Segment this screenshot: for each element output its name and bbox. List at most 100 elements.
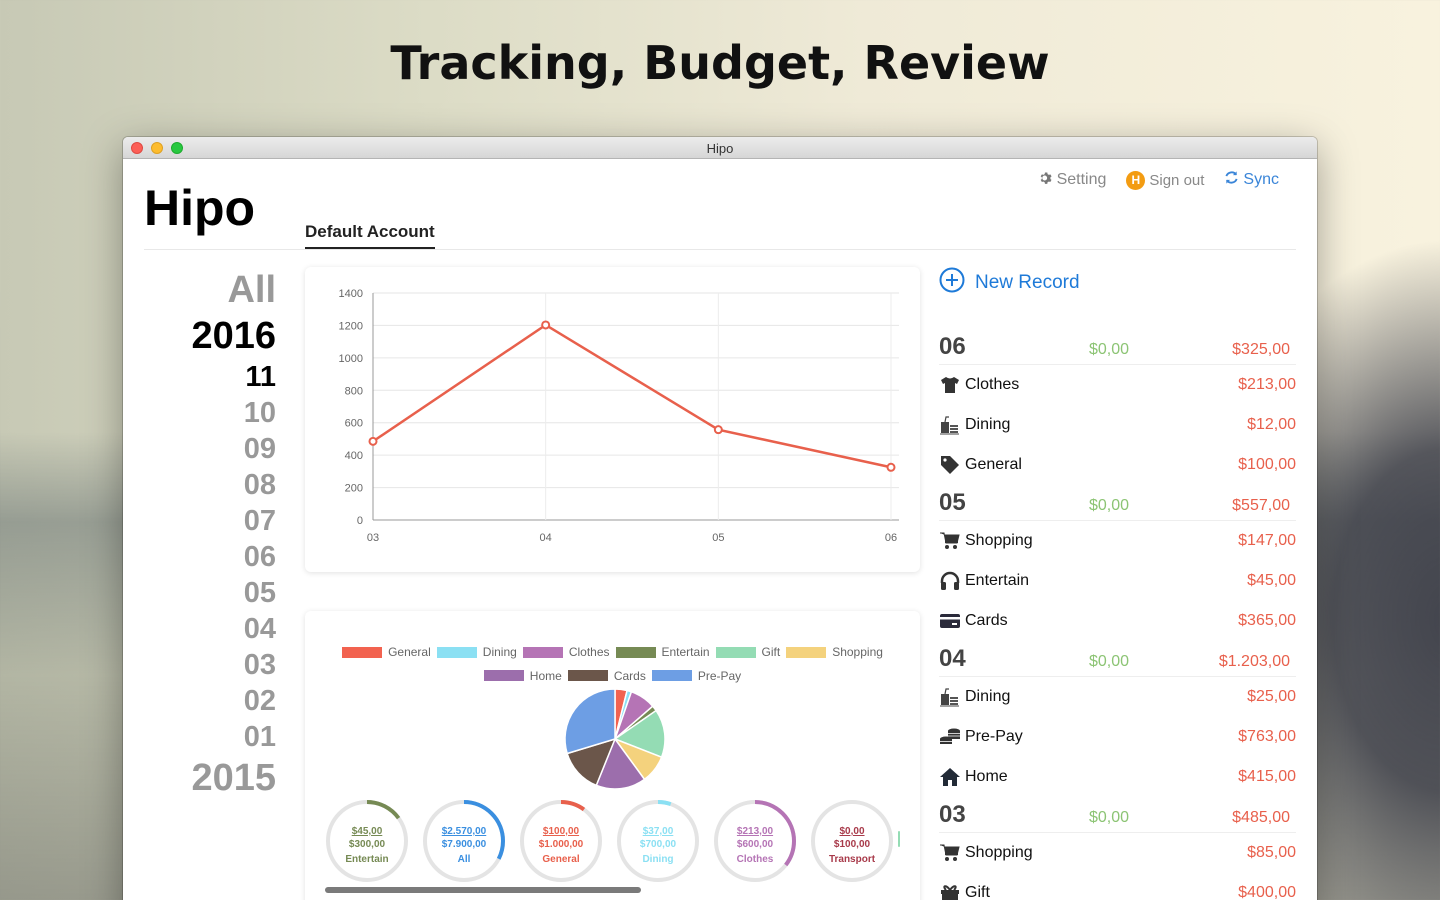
budget-gauge-entertain[interactable]: $45,00 $300,00 Entertain [325, 799, 409, 883]
legend-item[interactable]: Cards [567, 665, 646, 687]
record-row[interactable]: Home $415,00 [939, 757, 1296, 797]
record-amount: $365,00 [1238, 612, 1296, 629]
sidebar-month-09[interactable]: 09 [243, 433, 276, 465]
dining-icon [939, 686, 961, 708]
sidebar-month-01[interactable]: 01 [243, 721, 276, 753]
record-row[interactable]: General $100,00 [939, 445, 1296, 485]
record-row[interactable]: Shopping $85,00 [939, 833, 1296, 873]
legend-label: Clothes [568, 645, 610, 659]
sidebar-year-2015[interactable]: 2015 [191, 757, 276, 799]
budget-gauge-all[interactable]: $2.570,00 $7.900,00 All [422, 799, 506, 883]
record-row[interactable]: Entertain $45,00 [939, 561, 1296, 601]
gauge-budget: $700,00 [639, 839, 677, 850]
sidebar-month-02[interactable]: 02 [243, 685, 276, 717]
setting-button[interactable]: Setting [1039, 171, 1106, 190]
budget-gauge-dining[interactable]: $37,00 $700,00 Dining [616, 799, 700, 883]
sidebar-month-05[interactable]: 05 [243, 577, 276, 609]
sidebar-item-all[interactable]: All [227, 269, 276, 311]
month-header[interactable]: 03 $0,00 $485,00 [939, 797, 1296, 833]
sidebar-month-11[interactable]: 11 [245, 361, 276, 393]
window-title: Hipo [706, 141, 734, 156]
record-row[interactable]: Cards $365,00 [939, 601, 1296, 641]
legend-item[interactable]: General [342, 641, 431, 663]
sidebar-month-04[interactable]: 04 [243, 613, 276, 645]
category-pie-chart [563, 687, 667, 796]
month-income: $0,00 [1089, 653, 1130, 670]
record-row[interactable]: Gift $400,00 [939, 873, 1296, 900]
gear-icon [1039, 171, 1053, 190]
record-amount: $147,00 [1238, 532, 1296, 549]
records-list: New Record 06 $0,00 $325,00 Clothes $213,00 D… [939, 267, 1296, 900]
data-point[interactable] [713, 425, 723, 435]
pie-slice-pre-pay[interactable] [564, 688, 616, 755]
legend-item[interactable]: Home [483, 665, 562, 687]
month-number: 06 [939, 333, 966, 360]
minimize-window-button[interactable] [151, 142, 163, 154]
y-tick-label: 1200 [339, 320, 363, 332]
legend-item[interactable]: Clothes [522, 641, 610, 663]
gauge-spent: $45,00 [351, 826, 383, 837]
x-tick-label: 05 [712, 532, 724, 544]
plus-circle-icon [939, 267, 965, 299]
record-amount: $100,00 [1238, 456, 1296, 473]
gauge-spent: $213,00 [736, 826, 774, 837]
line-chart-plot: 0 200 400 600 800 1000 1200 1400 03 04 05 06 [339, 288, 899, 544]
sidebar-month-07[interactable]: 07 [243, 505, 276, 537]
legend-item[interactable]: Pre-Pay [651, 665, 741, 687]
sync-button[interactable]: Sync [1224, 170, 1279, 190]
legend-item[interactable]: Gift [715, 641, 780, 663]
legend-item[interactable]: Dining [436, 641, 517, 663]
close-window-button[interactable] [131, 142, 143, 154]
record-row[interactable]: Clothes $213,00 [939, 365, 1296, 405]
sign-out-label: Sign out [1149, 171, 1205, 189]
sidebar-month-10[interactable]: 10 [243, 397, 276, 429]
new-record-label: New Record [975, 272, 1080, 293]
pie-slice-gift[interactable] [613, 709, 666, 759]
x-tick-label: 03 [367, 532, 379, 544]
gauges-scrollbar[interactable] [325, 887, 641, 893]
new-record-button[interactable]: New Record [939, 267, 1296, 299]
sidebar-month-03[interactable]: 03 [243, 649, 276, 681]
legend-swatch [342, 646, 383, 658]
pie-slice-home[interactable] [595, 737, 646, 790]
month-group-03: 03 $0,00 $485,00 Shopping $85,00 Gift $400,00 [939, 797, 1296, 900]
top-actions: Setting H Sign out Sync [1039, 170, 1279, 190]
tab-default-account[interactable]: Default Account [305, 222, 435, 250]
sidebar-month-08[interactable]: 08 [243, 469, 276, 501]
y-tick-label: 1000 [339, 353, 363, 365]
data-point[interactable] [886, 462, 896, 472]
record-category: Clothes [965, 376, 1020, 393]
month-header[interactable]: 06 $0,00 $325,00 [939, 329, 1296, 365]
gauge-category: Transport [828, 854, 876, 865]
month-group-04: 04 $0,00 $1.203,00 Dining $25,00 Pre-Pay $763,… [939, 641, 1296, 797]
legend-item[interactable]: Entertain [615, 641, 710, 663]
sign-out-button[interactable]: H Sign out [1126, 170, 1205, 190]
category-breakdown-card: General Dining Clothes Entertain Gift Shoppin… [305, 611, 920, 900]
record-row[interactable]: Dining $25,00 [939, 677, 1296, 717]
record-category: Home [965, 768, 1008, 785]
record-row[interactable]: Shopping $147,00 [939, 521, 1296, 561]
data-point[interactable] [541, 320, 551, 330]
legend-label: General [388, 645, 431, 659]
gauge-text: $45,00 $300,00 Entertain [325, 825, 409, 866]
record-row[interactable]: Dining $12,00 [939, 405, 1296, 445]
record-row[interactable]: Pre-Pay $763,00 [939, 717, 1296, 757]
zoom-window-button[interactable] [171, 142, 183, 154]
budget-gauge-clothes[interactable]: $213,00 $600,00 Clothes [713, 799, 797, 883]
budget-gauge-transport[interactable]: $0,00 $100,00 Transport [810, 799, 894, 883]
budget-gauges: $45,00 $300,00 Entertain $2.570,00 $7.900,00… [325, 799, 894, 883]
period-sidebar: All 2016 11 10 09 08 07 06 05 04 03 02 0… [145, 267, 276, 801]
record-amount: $763,00 [1238, 728, 1296, 745]
sync-icon [1224, 170, 1239, 190]
month-group-06: 06 $0,00 $325,00 Clothes $213,00 Dining $12,00… [939, 329, 1296, 485]
avatar: H [1126, 170, 1146, 190]
sidebar-year-2016[interactable]: 2016 [191, 315, 276, 357]
month-expense: $325,00 [1232, 341, 1290, 358]
data-point[interactable] [368, 436, 378, 446]
sidebar-month-06[interactable]: 06 [243, 541, 276, 573]
next-gauge-edge [898, 831, 900, 847]
month-header[interactable]: 05 $0,00 $557,00 [939, 485, 1296, 521]
budget-gauge-general[interactable]: $100,00 $1.000,00 General [519, 799, 603, 883]
month-header[interactable]: 04 $0,00 $1.203,00 [939, 641, 1296, 677]
legend-item[interactable]: Shopping [786, 641, 883, 663]
